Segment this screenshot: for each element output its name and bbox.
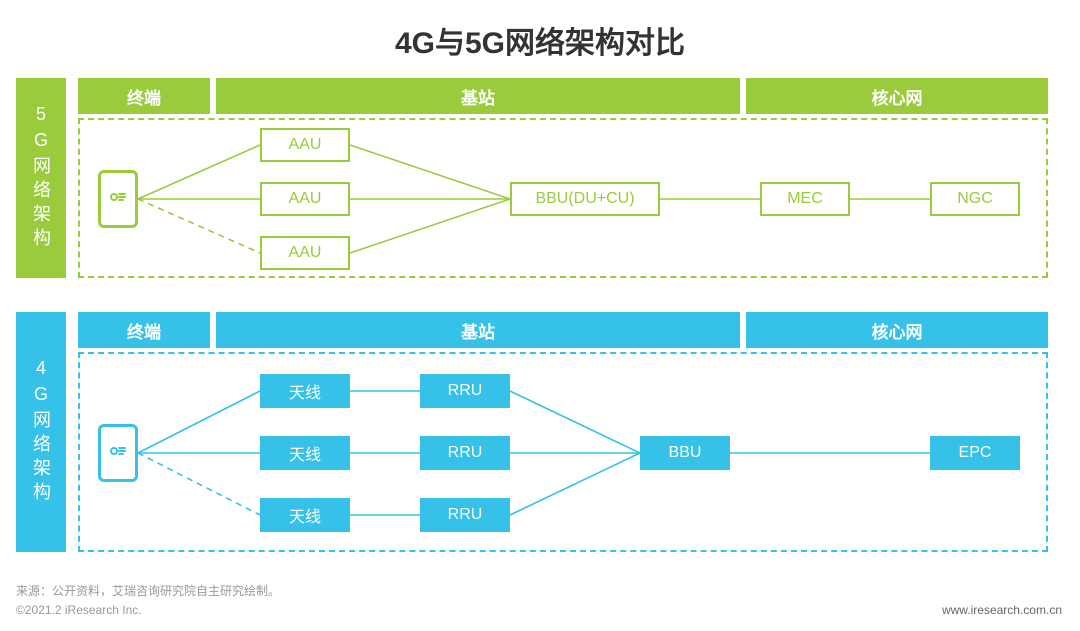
hdr-4g-base: 基站: [216, 312, 740, 348]
node-ant3: 天线: [260, 498, 350, 532]
node-rru2: RRU: [420, 436, 510, 470]
hdr-5g-terminal: 终端: [78, 78, 210, 114]
node-aau3: AAU: [260, 236, 350, 270]
node-bbu: BBU: [640, 436, 730, 470]
node-bbu: BBU(DU+CU): [510, 182, 660, 216]
header-row-4g: 终端 基站 核心网: [78, 312, 1048, 348]
footer-url: www.iresearch.com.cn: [942, 603, 1062, 617]
node-label: AAU: [289, 190, 322, 208]
section-5g: 5G网络架构 终端 基站 核心网 AAUAAUAAUBBU(DU+CU)MECN…: [78, 78, 1048, 278]
footer: 来源：公开资料，艾瑞咨询研究院自主研究绘制。 ©2021.2 iResearch…: [16, 582, 280, 617]
node-label: 天线: [289, 379, 321, 403]
node-label: RRU: [448, 382, 483, 400]
node-rru1: RRU: [420, 374, 510, 408]
hdr-5g-base: 基站: [216, 78, 740, 114]
edges-4g: [80, 354, 1046, 550]
node-label: BBU: [669, 444, 702, 462]
node-label: 天线: [289, 503, 321, 527]
device-icon: [98, 170, 138, 228]
node-label: AAU: [289, 136, 322, 154]
node-label: AAU: [289, 244, 322, 262]
body-4g: 天线天线天线RRURRURRUBBUEPC: [78, 352, 1048, 552]
side-label-5g: 5G网络架构: [16, 78, 66, 278]
device-icon: [98, 424, 138, 482]
hdr-4g-core: 核心网: [746, 312, 1048, 348]
node-epc: EPC: [930, 436, 1020, 470]
hdr-4g-terminal: 终端: [78, 312, 210, 348]
header-row-5g: 终端 基站 核心网: [78, 78, 1048, 114]
node-label: RRU: [448, 506, 483, 524]
page-title: 4G与5G网络架构对比: [0, 0, 1080, 62]
node-label: MEC: [787, 190, 823, 208]
hdr-5g-core: 核心网: [746, 78, 1048, 114]
node-ant1: 天线: [260, 374, 350, 408]
side-label-4g: 4G网络架构: [16, 312, 66, 552]
node-label: RRU: [448, 444, 483, 462]
node-label: BBU(DU+CU): [535, 190, 634, 208]
body-5g: AAU AAU AAU BBU(DU+CU) MEC NGC: [78, 118, 1048, 278]
node-label: 天线: [289, 441, 321, 465]
node-aau1: AAU: [260, 128, 350, 162]
node-mec: MEC: [760, 182, 850, 216]
section-4g: 4G网络架构 终端 基站 核心网 天线天线天线RRURRURRUBBUEPC: [78, 312, 1048, 552]
node-rru3: RRU: [420, 498, 510, 532]
node-aau2: AAU: [260, 182, 350, 216]
node-ngc: NGC: [930, 182, 1020, 216]
node-label: NGC: [957, 190, 993, 208]
node-label: EPC: [959, 444, 992, 462]
footer-source: 来源：公开资料，艾瑞咨询研究院自主研究绘制。: [16, 582, 280, 599]
node-ant2: 天线: [260, 436, 350, 470]
footer-copyright: ©2021.2 iResearch Inc.: [16, 603, 280, 617]
